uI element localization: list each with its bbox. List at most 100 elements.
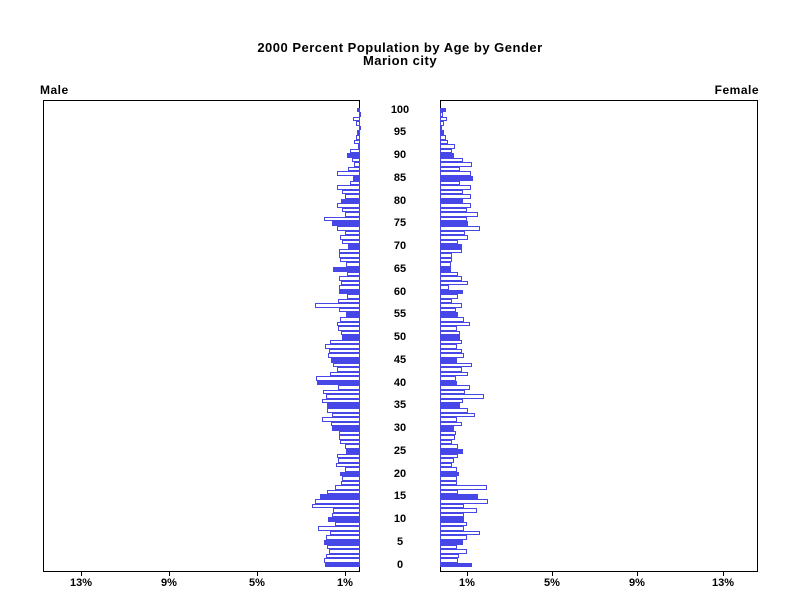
female-bar-age-13	[440, 503, 465, 509]
male-bar-age-62	[340, 280, 360, 286]
female-bar-age-12	[440, 508, 478, 513]
female-bar-age-71	[440, 239, 459, 245]
female-bar-age-83	[440, 185, 471, 190]
male-bar-age-35	[326, 403, 360, 409]
tick-label-5%: 5%	[544, 577, 560, 589]
age-tick-label-90: 90	[393, 149, 407, 161]
female-bar-age-3	[440, 549, 468, 554]
male-bar-age-94	[356, 135, 360, 140]
female-bar-age-72	[440, 235, 469, 240]
male-bar-age-32	[321, 417, 360, 422]
female-bar-age-100	[440, 107, 446, 113]
male-bar-age-67	[340, 257, 360, 263]
age-tick-label-45: 45	[393, 353, 407, 366]
male-bar-age-78	[342, 207, 360, 213]
male-bar-age-27	[340, 439, 360, 445]
female-bar-age-23	[440, 458, 455, 463]
male-bar-age-7	[330, 530, 360, 536]
male-bar-age-19	[341, 476, 360, 481]
age-tick-label-0: 0	[396, 558, 404, 571]
male-bar-age-96	[358, 125, 361, 131]
male-bar-age-23	[337, 458, 360, 463]
male-bar-age-55	[346, 312, 360, 318]
female-bar-age-97	[440, 121, 445, 126]
age-tick-label-40: 40	[393, 376, 407, 389]
age-tick-label-50: 50	[393, 331, 407, 343]
age-tick-label-55: 55	[393, 308, 407, 321]
age-tick-label-75: 75	[393, 217, 407, 230]
male-bar-age-93	[354, 139, 360, 145]
age-tick-label-100: 100	[390, 103, 410, 116]
tick-mark-5%	[552, 572, 553, 576]
female-bar-age-68	[440, 253, 453, 258]
female-bar-age-44	[440, 362, 472, 368]
male-bar-age-87	[348, 166, 360, 172]
male-bar-age-80	[340, 198, 360, 204]
male-bar-age-68	[338, 253, 360, 258]
female-bar-age-74	[440, 226, 481, 231]
age-tick-label-30: 30	[393, 422, 407, 434]
male-bar-age-77	[345, 212, 360, 217]
male-bar-age-41	[315, 376, 360, 381]
male-bar-age-33	[331, 412, 360, 418]
female-bar-age-7	[440, 530, 481, 536]
male-bar-age-16	[326, 489, 360, 495]
male-bar-age-9	[335, 521, 360, 527]
male-bar-age-99	[358, 112, 361, 117]
male-bar-age-59	[346, 294, 360, 299]
male-bar-age-42	[330, 371, 360, 377]
male-bar-age-44	[333, 362, 360, 368]
female-bar-age-61	[440, 285, 449, 290]
female-bar-age-39	[440, 385, 470, 390]
female-bar-age-87	[440, 166, 460, 172]
female-bar-age-22	[440, 462, 453, 468]
female-bar-age-62	[440, 280, 468, 286]
male-bar-age-86	[336, 171, 360, 176]
age-tick-label-5: 5	[396, 535, 404, 548]
male-bar-age-47	[329, 348, 360, 354]
age-tick-label-60: 60	[393, 285, 407, 298]
tick-mark-1%	[345, 572, 346, 576]
female-bar-age-60	[440, 289, 464, 295]
male-bar-age-45	[330, 357, 360, 363]
female-bar-age-58	[440, 298, 453, 304]
age-tick-label-80: 80	[393, 194, 407, 207]
age-tick-label-20: 20	[393, 467, 407, 480]
male-bar-age-74	[336, 226, 360, 231]
female-bar-age-48	[440, 344, 457, 349]
female-bar-age-76	[440, 216, 468, 222]
male-bar-age-14	[315, 499, 360, 504]
age-tick-label-35: 35	[393, 399, 407, 412]
male-bar-age-10	[327, 517, 360, 522]
male-bar-age-2	[325, 553, 360, 559]
female-panel-frame	[440, 100, 758, 572]
female-bar-age-49	[440, 339, 463, 345]
tick-mark-9%	[637, 572, 638, 576]
male-bar-age-76	[324, 216, 360, 222]
male-bar-age-54	[340, 317, 360, 322]
female-bar-age-24	[440, 453, 459, 459]
male-bar-age-84	[349, 180, 360, 186]
female-bar-age-28	[440, 435, 455, 440]
male-bar-age-8	[318, 526, 360, 531]
male-bar-age-51	[340, 330, 360, 336]
female-bar-age-82	[440, 189, 464, 195]
female-bar-age-80	[440, 198, 464, 204]
male-bar-age-3	[329, 549, 360, 554]
male-bar-age-75	[331, 221, 360, 227]
female-bar-age-91	[440, 148, 452, 154]
female-bar-age-30	[440, 426, 455, 431]
male-bar-age-13	[311, 503, 360, 509]
tick-mark-5%	[257, 572, 258, 576]
male-bar-age-58	[337, 298, 360, 304]
tick-label-13%: 13%	[711, 577, 735, 589]
male-bar-age-81	[345, 194, 360, 199]
female-bar-age-45	[440, 357, 457, 363]
male-bar-age-88	[354, 162, 360, 167]
female-bar-age-86	[440, 171, 471, 176]
male-bar-age-20	[340, 471, 360, 477]
female-axis-label: Female	[714, 83, 759, 97]
male-bar-age-71	[341, 239, 360, 245]
tick-mark-13%	[723, 572, 724, 576]
male-bar-age-79	[336, 203, 360, 208]
